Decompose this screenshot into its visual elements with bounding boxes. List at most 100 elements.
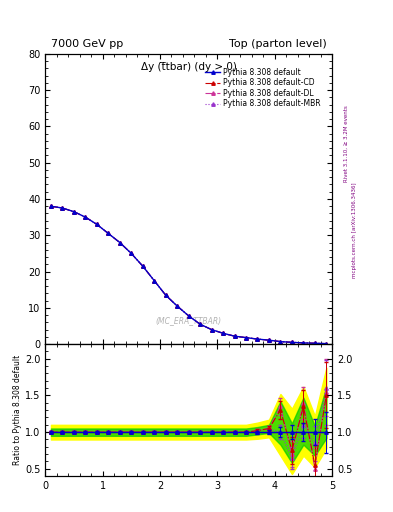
Pythia 8.308 default-DL (312, 340, 317, 346)
Pythia 8.308 default-MBR (94, 221, 99, 227)
Pythia 8.308 default-CD (140, 263, 145, 269)
Pythia 8.308 default-CD (49, 203, 53, 209)
Pythia 8.308 default (140, 263, 145, 269)
Pythia 8.308 default-DL (198, 321, 202, 327)
Pythia 8.308 default-CD (301, 340, 306, 346)
Pythia 8.308 default (312, 340, 317, 346)
Pythia 8.308 default-CD (244, 334, 248, 340)
Pythia 8.308 default-MBR (278, 338, 283, 345)
Pythia 8.308 default-DL (266, 337, 271, 343)
Pythia 8.308 default-MBR (60, 205, 65, 211)
Pythia 8.308 default-CD (312, 340, 317, 346)
Line: Pythia 8.308 default-DL: Pythia 8.308 default-DL (49, 204, 328, 346)
Pythia 8.308 default (301, 340, 306, 346)
Pythia 8.308 default-MBR (175, 303, 180, 309)
Pythia 8.308 default-CD (118, 240, 122, 246)
Pythia 8.308 default (94, 221, 99, 227)
Pythia 8.308 default (49, 203, 53, 209)
Pythia 8.308 default (209, 327, 214, 333)
Pythia 8.308 default-CD (186, 313, 191, 319)
Pythia 8.308 default-MBR (290, 339, 294, 346)
Line: Pythia 8.308 default-MBR: Pythia 8.308 default-MBR (49, 204, 328, 346)
Text: Rivet 3.1.10, ≥ 3.2M events: Rivet 3.1.10, ≥ 3.2M events (344, 105, 349, 182)
Pythia 8.308 default-MBR (129, 250, 134, 257)
Pythia 8.308 default-DL (301, 340, 306, 346)
Pythia 8.308 default-DL (118, 240, 122, 246)
Pythia 8.308 default-DL (72, 208, 76, 215)
Text: mcplots.cern.ch [arXiv:1306.3436]: mcplots.cern.ch [arXiv:1306.3436] (352, 183, 357, 278)
Pythia 8.308 default-MBR (163, 292, 168, 298)
Pythia 8.308 default (163, 292, 168, 298)
Pythia 8.308 default-DL (175, 303, 180, 309)
Pythia 8.308 default (198, 321, 202, 327)
Pythia 8.308 default (324, 340, 329, 347)
Pythia 8.308 default-CD (221, 330, 226, 336)
Pythia 8.308 default-MBR (72, 208, 76, 215)
Pythia 8.308 default (278, 338, 283, 345)
Pythia 8.308 default-MBR (118, 240, 122, 246)
Pythia 8.308 default-CD (278, 338, 283, 345)
Pythia 8.308 default (255, 336, 260, 342)
Pythia 8.308 default-MBR (266, 337, 271, 343)
Text: Δy (t̅tbar) (dy > 0): Δy (t̅tbar) (dy > 0) (141, 62, 237, 73)
Pythia 8.308 default (266, 337, 271, 343)
Pythia 8.308 default-CD (232, 333, 237, 339)
Pythia 8.308 default-CD (266, 337, 271, 343)
Pythia 8.308 default-DL (140, 263, 145, 269)
Pythia 8.308 default-DL (49, 203, 53, 209)
Text: 7000 GeV pp: 7000 GeV pp (51, 38, 123, 49)
Pythia 8.308 default-CD (255, 336, 260, 342)
Pythia 8.308 default-DL (106, 230, 111, 237)
Pythia 8.308 default-CD (152, 278, 156, 284)
Pythia 8.308 default-MBR (140, 263, 145, 269)
Pythia 8.308 default-DL (324, 340, 329, 347)
Pythia 8.308 default-MBR (301, 340, 306, 346)
Pythia 8.308 default-CD (129, 250, 134, 257)
Pythia 8.308 default-DL (186, 313, 191, 319)
Text: Top (parton level): Top (parton level) (229, 38, 326, 49)
Pythia 8.308 default-CD (60, 205, 65, 211)
Pythia 8.308 default-DL (221, 330, 226, 336)
Pythia 8.308 default-MBR (49, 203, 53, 209)
Pythia 8.308 default-DL (209, 327, 214, 333)
Pythia 8.308 default-DL (232, 333, 237, 339)
Pythia 8.308 default-CD (106, 230, 111, 237)
Line: Pythia 8.308 default-CD: Pythia 8.308 default-CD (49, 204, 328, 346)
Y-axis label: Ratio to Pythia 8.308 default: Ratio to Pythia 8.308 default (13, 355, 22, 465)
Pythia 8.308 default-MBR (186, 313, 191, 319)
Pythia 8.308 default-DL (244, 334, 248, 340)
Pythia 8.308 default (60, 205, 65, 211)
Pythia 8.308 default (186, 313, 191, 319)
Pythia 8.308 default-DL (278, 338, 283, 345)
Pythia 8.308 default-CD (83, 214, 88, 220)
Pythia 8.308 default-CD (290, 339, 294, 346)
Pythia 8.308 default-DL (60, 205, 65, 211)
Pythia 8.308 default-MBR (152, 278, 156, 284)
Pythia 8.308 default-MBR (255, 336, 260, 342)
Pythia 8.308 default-DL (94, 221, 99, 227)
Pythia 8.308 default-MBR (221, 330, 226, 336)
Pythia 8.308 default-MBR (312, 340, 317, 346)
Pythia 8.308 default-CD (324, 340, 329, 347)
Pythia 8.308 default (175, 303, 180, 309)
Pythia 8.308 default-DL (83, 214, 88, 220)
Text: (MC_ERA_TTBAR): (MC_ERA_TTBAR) (156, 316, 222, 326)
Pythia 8.308 default (129, 250, 134, 257)
Pythia 8.308 default-MBR (209, 327, 214, 333)
Pythia 8.308 default-MBR (198, 321, 202, 327)
Pythia 8.308 default (72, 208, 76, 215)
Pythia 8.308 default-CD (94, 221, 99, 227)
Pythia 8.308 default-DL (255, 336, 260, 342)
Pythia 8.308 default (152, 278, 156, 284)
Pythia 8.308 default-MBR (83, 214, 88, 220)
Pythia 8.308 default-CD (163, 292, 168, 298)
Pythia 8.308 default-DL (129, 250, 134, 257)
Pythia 8.308 default-MBR (244, 334, 248, 340)
Pythia 8.308 default (106, 230, 111, 237)
Pythia 8.308 default-DL (290, 339, 294, 346)
Pythia 8.308 default-MBR (106, 230, 111, 237)
Pythia 8.308 default-DL (163, 292, 168, 298)
Legend: Pythia 8.308 default, Pythia 8.308 default-CD, Pythia 8.308 default-DL, Pythia 8: Pythia 8.308 default, Pythia 8.308 defau… (202, 65, 324, 112)
Pythia 8.308 default-CD (198, 321, 202, 327)
Pythia 8.308 default (244, 334, 248, 340)
